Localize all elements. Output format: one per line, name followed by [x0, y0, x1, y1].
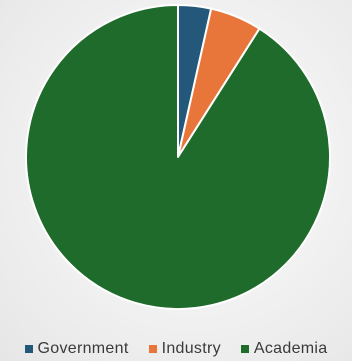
legend-item-government: Government	[24, 340, 129, 358]
legend-swatch-government	[24, 345, 33, 353]
pie-slice-academia	[25, 4, 332, 310]
legend-label-academia: Academia	[253, 340, 328, 357]
legend-item-industry: Industry	[148, 340, 221, 358]
chart-legend: Government Industry Academia	[0, 338, 352, 360]
legend-swatch-industry	[148, 345, 157, 353]
legend-item-academia: Academia	[240, 340, 328, 358]
legend-label-government: Government	[37, 340, 129, 357]
legend-swatch-academia	[240, 345, 249, 353]
pie-chart-plot	[25, 4, 332, 310]
legend-label-industry: Industry	[161, 340, 221, 357]
